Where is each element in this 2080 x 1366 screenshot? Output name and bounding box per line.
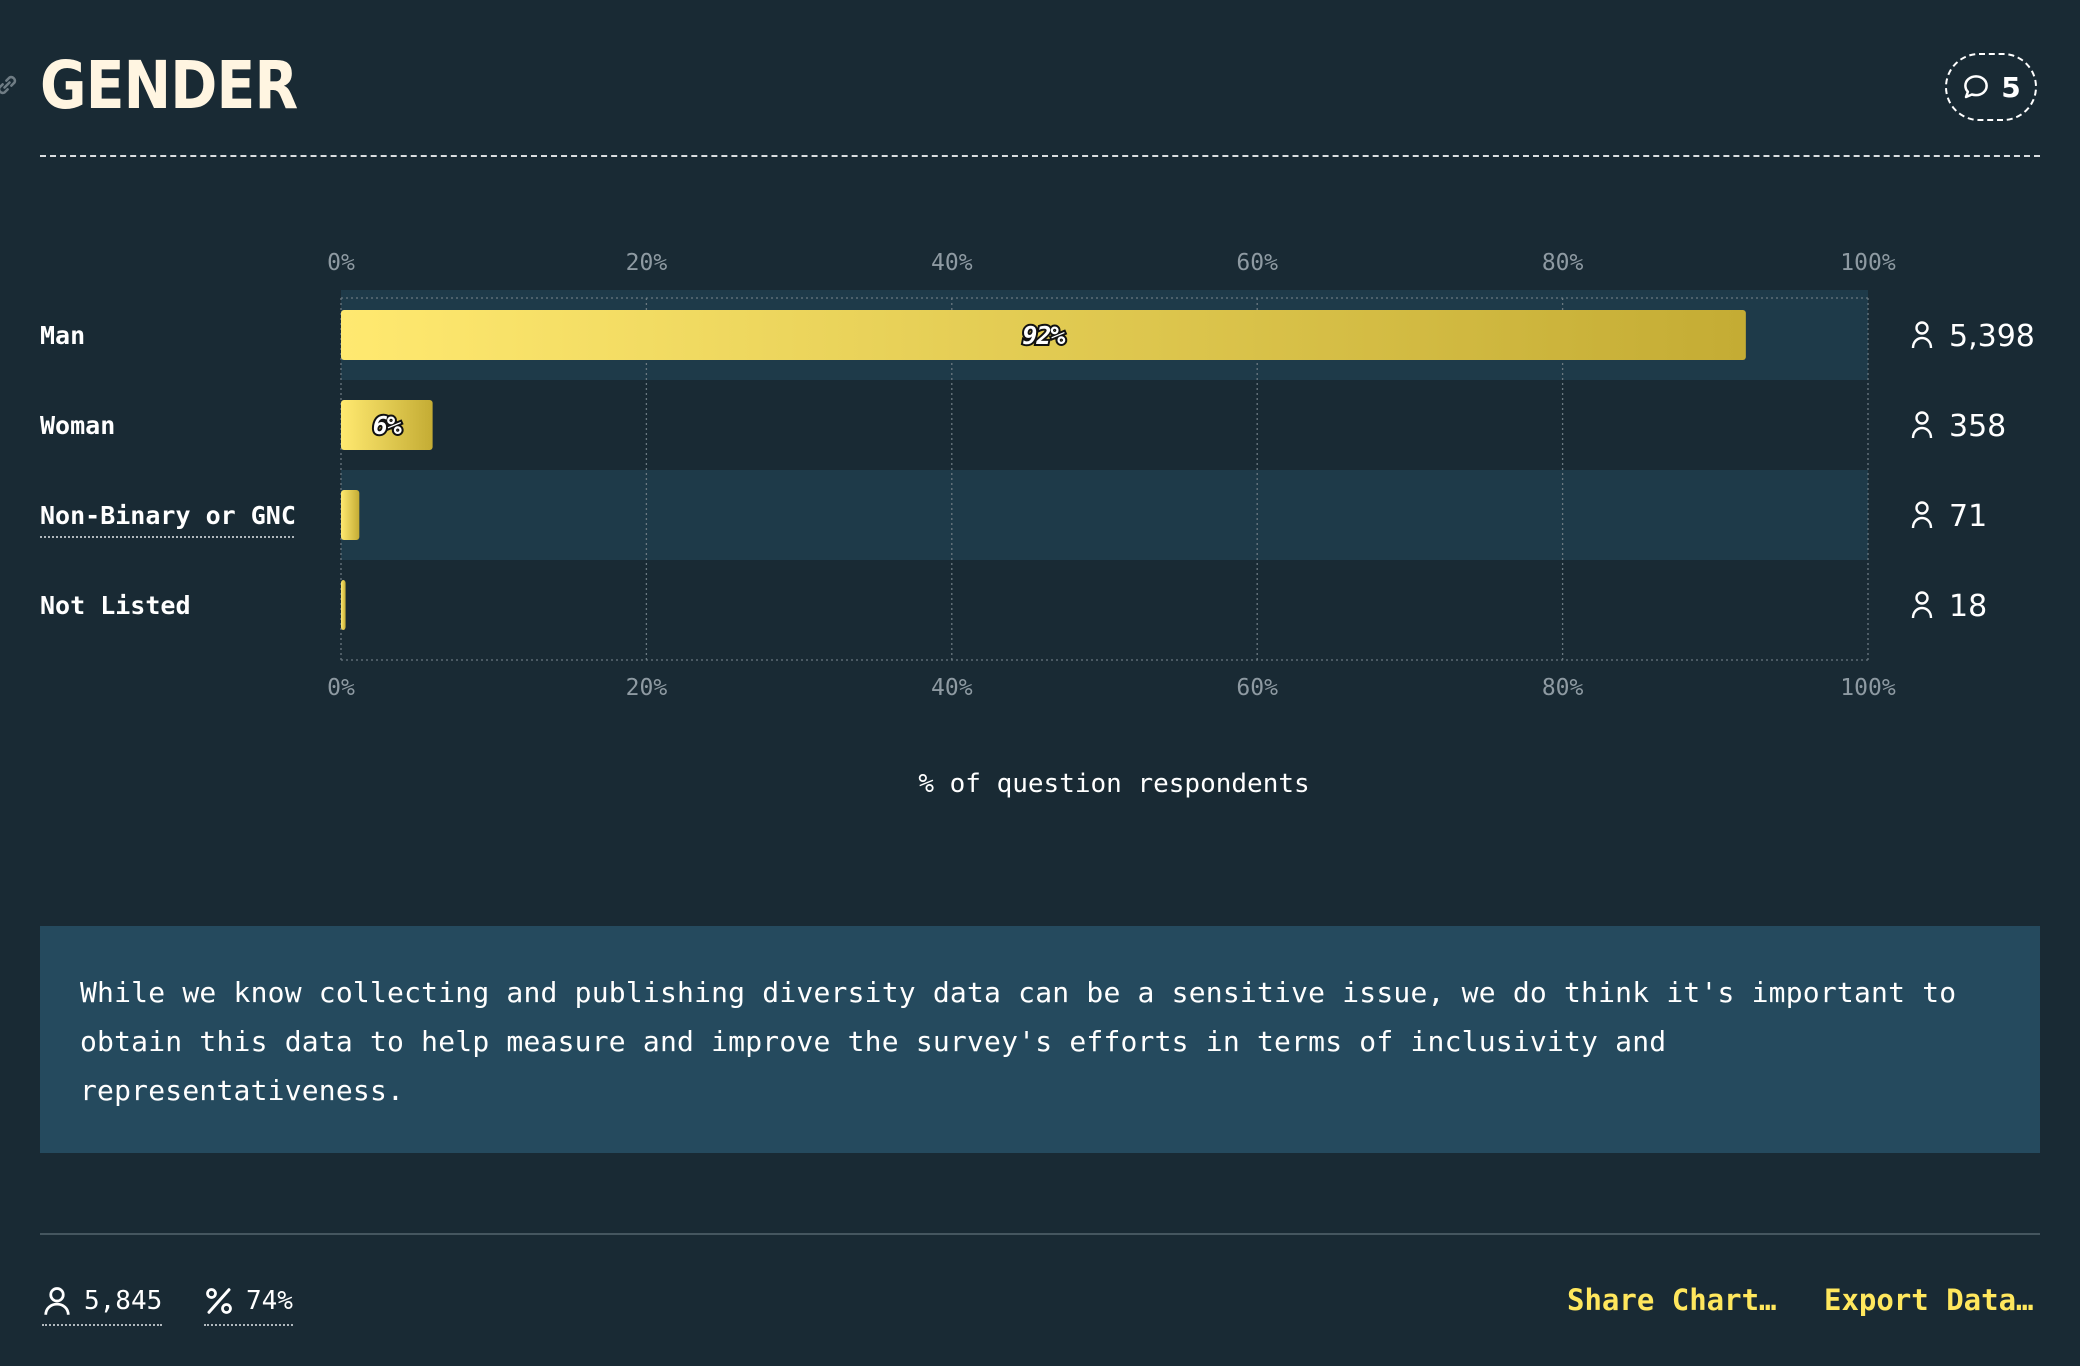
total-respondents-value: 5,845 [84,1286,163,1316]
category-label: Woman [40,411,115,440]
bar-value-label: 6% [373,411,402,440]
share-chart-link[interactable]: Share Chart… [1567,1283,1777,1317]
link-icon[interactable] [0,70,22,100]
comments-count: 5 [2001,70,2021,104]
user-icon [1911,501,1933,529]
x-tick-label-bottom: 80% [1542,675,1584,701]
respondent-count: 5,398 [1949,319,2035,354]
row-background [341,470,1868,560]
user-icon [44,1287,70,1315]
gender-bar-chart: 0% 0% 20% 20% 40% 40% 60% 60% 80% 80% 100% 100% 92% M… [40,250,2035,799]
x-tick-label-bottom: 100% [1840,675,1896,701]
response-rate-value: 74% [246,1286,293,1316]
bar [341,400,433,450]
x-tick-label-top: 60% [1236,250,1278,276]
x-tick-label-top: 0% [327,250,355,276]
percent-icon [206,1288,232,1314]
export-data-link[interactable]: Export Data… [1824,1283,2034,1317]
footer-divider [40,1233,2040,1235]
header-divider [40,155,2040,157]
x-tick-label-bottom: 40% [931,675,973,701]
page-title: GENDER [40,47,298,124]
x-tick-label-top: 40% [931,250,973,276]
user-icon [1911,591,1933,619]
user-icon [1911,411,1933,439]
x-tick-label-top: 20% [626,250,668,276]
bar-value-label: 92% [1022,321,1065,350]
bar [341,310,1746,360]
x-tick-label-top: 100% [1840,250,1896,276]
x-tick-label-bottom: 20% [626,675,668,701]
comment-icon [1964,75,1989,99]
bar [341,580,346,630]
total-respondents-stat[interactable]: 5,845 [42,1280,163,1326]
respondent-count: 358 [1949,409,2006,444]
response-rate-stat[interactable]: 74% [204,1280,293,1326]
respondent-count: 71 [1949,499,1987,534]
category-label: Man [40,321,85,350]
x-tick-label-bottom: 60% [1236,675,1278,701]
bar [341,490,360,540]
x-axis-label: % of question respondents [918,769,1309,799]
user-icon [1911,321,1933,349]
respondent-count: 18 [1949,589,1987,624]
comments-button[interactable]: 5 [1945,53,2037,121]
note-text: While we know collecting and publishing … [80,976,1957,1107]
category-label: Non-Binary or GNC [40,501,296,530]
x-tick-label-top: 80% [1542,250,1584,276]
category-label: Not Listed [40,591,191,620]
x-tick-label-bottom: 0% [327,675,355,701]
note-box: While we know collecting and publishing … [40,926,2040,1153]
